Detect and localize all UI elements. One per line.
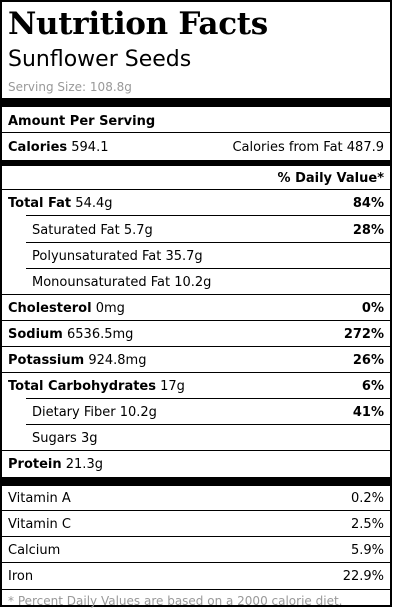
divider (2, 294, 390, 295)
divider (26, 424, 390, 425)
total-fat-label: Total Fat (8, 195, 72, 211)
cholesterol-dv: 0% (361, 300, 384, 316)
iron-dv: 22.9% (342, 568, 384, 584)
calories-from-fat-label: Calories from Fat (232, 139, 343, 155)
thick-divider (2, 98, 390, 107)
vitamin-c-row: Vitamin C 2.5% (8, 515, 384, 533)
daily-value-header-row: % Daily Value* (8, 169, 384, 187)
nutrition-label: Nutrition Facts Sunflower Seeds Serving … (0, 0, 392, 608)
divider (2, 132, 390, 133)
divider (2, 372, 390, 373)
polyunsaturated-fat-label: Polyunsaturated Fat (32, 248, 162, 264)
iron-row: Iron 22.9% (8, 567, 384, 585)
product-name: Sunflower Seeds (8, 47, 192, 72)
divider (2, 320, 390, 321)
footnote: * Percent Daily Values are based on a 20… (8, 594, 343, 608)
calcium-dv: 5.9% (350, 542, 384, 558)
calcium-row: Calcium 5.9% (8, 541, 384, 559)
medium-divider (2, 160, 390, 166)
total-carbohydrates-row: Total Carbohydrates 17g 6% (8, 377, 384, 395)
cholesterol-amount: 0mg (95, 300, 125, 316)
sugars-label: Sugars (32, 430, 77, 446)
calories-row: Calories 594.1 Calories from Fat 487.9 (8, 138, 384, 156)
saturated-fat-amount: 5.7g (123, 222, 153, 238)
protein-label: Protein (8, 456, 62, 472)
vitamin-a-dv: 0.2% (350, 490, 384, 506)
monounsaturated-fat-row: Monounsaturated Fat 10.2g (32, 273, 384, 291)
thick-divider (2, 477, 390, 486)
serving-size-value: 108.8g (89, 80, 132, 94)
sodium-label: Sodium (8, 326, 63, 342)
monounsaturated-fat-label: Monounsaturated Fat (32, 274, 171, 290)
vitamin-c-dv: 2.5% (350, 516, 384, 532)
cholesterol-row: Cholesterol 0mg 0% (8, 299, 384, 317)
total-fat-amount: 54.4g (75, 195, 113, 211)
calcium-label: Calcium (8, 542, 61, 558)
saturated-fat-dv: 28% (352, 222, 384, 238)
polyunsaturated-fat-amount: 35.7g (165, 248, 203, 264)
sodium-amount: 6536.5mg (67, 326, 134, 342)
polyunsaturated-fat-row: Polyunsaturated Fat 35.7g (32, 247, 384, 265)
divider (2, 510, 390, 511)
total-carbohydrates-dv: 6% (361, 378, 384, 394)
vitamin-a-label: Vitamin A (8, 490, 71, 506)
divider (2, 589, 390, 590)
divider (26, 242, 390, 243)
cholesterol-label: Cholesterol (8, 300, 92, 316)
dietary-fiber-amount: 10.2g (119, 404, 157, 420)
potassium-row: Potassium 924.8mg 26% (8, 351, 384, 369)
iron-label: Iron (8, 568, 34, 584)
vitamin-c-label: Vitamin C (8, 516, 72, 532)
amount-per-serving: Amount Per Serving (8, 113, 156, 129)
calories-label: Calories (8, 139, 68, 155)
divider (26, 268, 390, 269)
potassium-dv: 26% (352, 352, 384, 368)
serving-size-label: Serving Size: (8, 80, 87, 94)
divider (2, 536, 390, 537)
vitamin-a-row: Vitamin A 0.2% (8, 489, 384, 507)
total-carbohydrates-label: Total Carbohydrates (8, 378, 156, 394)
sugars-amount: 3g (80, 430, 98, 446)
dietary-fiber-label: Dietary Fiber (32, 404, 116, 420)
divider (26, 215, 390, 216)
saturated-fat-label: Saturated Fat (32, 222, 120, 238)
daily-value-header: % Daily Value* (277, 170, 384, 186)
monounsaturated-fat-amount: 10.2g (174, 274, 212, 290)
divider (26, 398, 390, 399)
total-fat-dv: 84% (352, 195, 384, 211)
protein-row: Protein 21.3g (8, 455, 384, 473)
sodium-dv: 272% (343, 326, 384, 342)
amount-per-serving-row: Amount Per Serving (8, 112, 384, 130)
potassium-label: Potassium (8, 352, 85, 368)
divider (2, 189, 390, 190)
total-carbohydrates-amount: 17g (160, 378, 185, 394)
divider (2, 450, 390, 451)
saturated-fat-row: Saturated Fat 5.7g 28% (32, 221, 384, 239)
total-fat-row: Total Fat 54.4g 84% (8, 194, 384, 212)
sodium-row: Sodium 6536.5mg 272% (8, 325, 384, 343)
label-title: Nutrition Facts (8, 6, 268, 42)
sugars-row: Sugars 3g (32, 429, 384, 447)
calories-value: 594.1 (71, 139, 109, 155)
protein-amount: 21.3g (65, 456, 103, 472)
divider (2, 346, 390, 347)
calories-from-fat-value: 487.9 (346, 139, 384, 155)
potassium-amount: 924.8mg (88, 352, 147, 368)
serving-size: Serving Size: 108.8g (8, 79, 132, 95)
divider (2, 562, 390, 563)
dietary-fiber-dv: 41% (352, 404, 384, 420)
dietary-fiber-row: Dietary Fiber 10.2g 41% (32, 403, 384, 421)
